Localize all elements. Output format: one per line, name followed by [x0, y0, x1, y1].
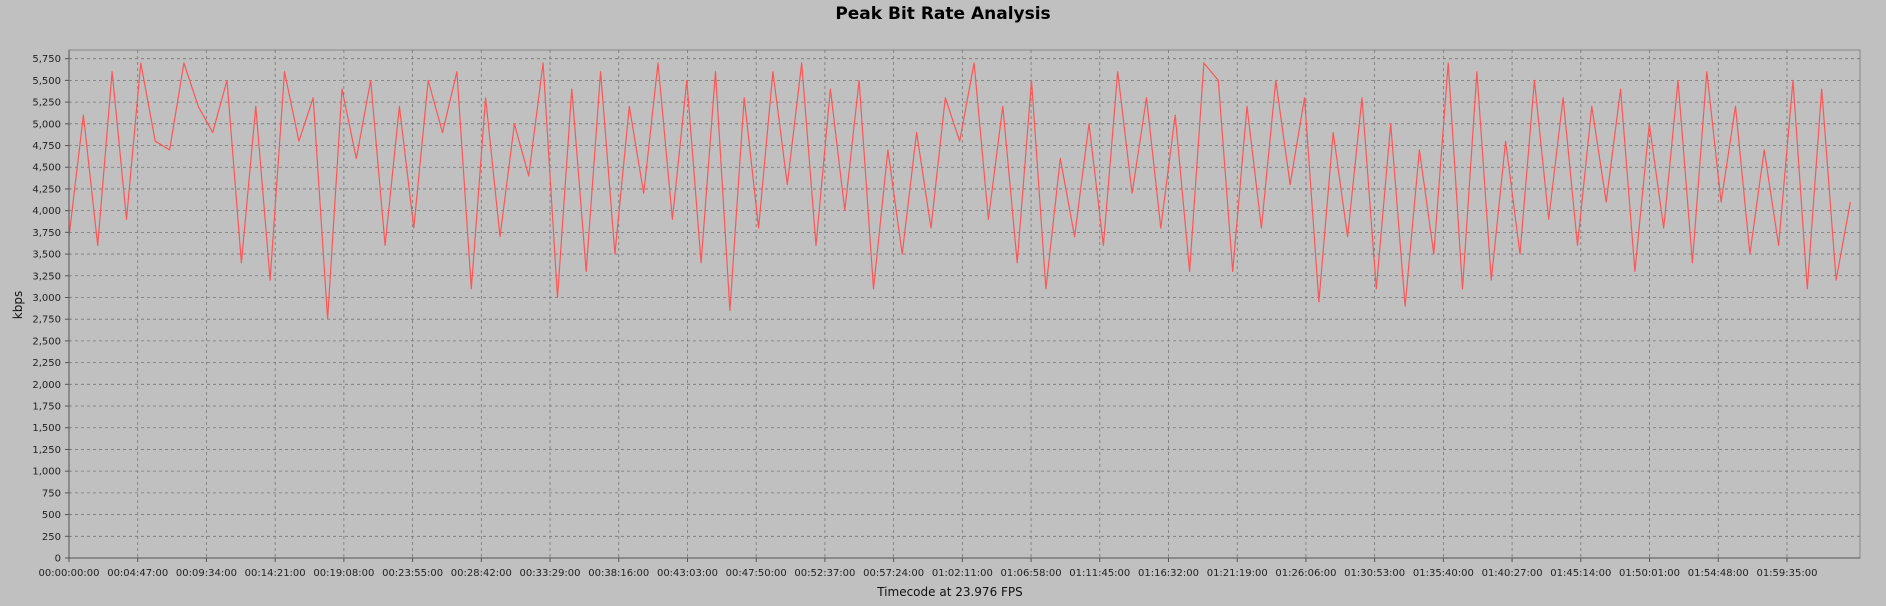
x-tick-label: 00:38:16:00: [588, 568, 649, 579]
x-tick-label: 01:06:58:00: [1001, 568, 1062, 579]
x-axis-ticks: 00:00:00:00 00:04:47:00 00:09:34:00 00:14:2…: [38, 558, 1817, 579]
y-tick-label: 5,750: [32, 54, 61, 65]
x-tick-label: 00:28:42:00: [451, 568, 512, 579]
y-tick-label: 3,000: [32, 293, 61, 304]
x-tick-label: 01:30:53:00: [1344, 568, 1405, 579]
y-tick-label: 1,000: [32, 467, 61, 478]
y-tick-label: 2,750: [32, 315, 61, 326]
plot-area: [68, 49, 1861, 559]
chart-title: Peak Bit Rate Analysis: [835, 4, 1050, 24]
y-tick-label: 2,000: [32, 380, 61, 391]
x-tick-label: 01:16:32:00: [1138, 568, 1199, 579]
y-axis-ticks: 0 250 500 750 1,000 1,250 1,500 1,750 2,000 2,250…: [32, 54, 69, 565]
y-tick-label: 2,250: [32, 358, 61, 369]
x-tick-label: 01:35:40:00: [1413, 568, 1474, 579]
y-tick-label: 4,250: [32, 184, 61, 195]
x-tick-label: 00:57:24:00: [863, 568, 924, 579]
y-tick-label: 750: [42, 488, 61, 499]
x-tick-label: 00:19:08:00: [313, 568, 374, 579]
y-tick-label: 4,750: [32, 141, 61, 152]
x-tick-label: 01:45:14:00: [1550, 568, 1611, 579]
y-tick-label: 0: [55, 554, 61, 565]
y-tick-label: 3,250: [32, 271, 61, 282]
x-tick-label: 01:59:35:00: [1756, 568, 1817, 579]
y-tick-label: 5,000: [32, 119, 61, 130]
y-tick-label: 500: [42, 510, 61, 521]
x-tick-label: 00:52:37:00: [794, 568, 855, 579]
grid-layer: [68, 50, 1860, 559]
x-tick-label: 01:02:11:00: [932, 568, 993, 579]
x-axis-label: Timecode at 23.976 FPS: [876, 585, 1023, 599]
y-tick-label: 2,500: [32, 336, 61, 347]
x-tick-label: 00:43:03:00: [657, 568, 718, 579]
y-tick-label: 4,000: [32, 206, 61, 217]
y-tick-label: 3,750: [32, 228, 61, 239]
y-axis-label: kbps: [11, 291, 25, 319]
x-tick-label: 00:33:29:00: [520, 568, 581, 579]
x-tick-label: 01:54:48:00: [1688, 568, 1749, 579]
y-tick-label: 250: [42, 532, 61, 543]
y-tick-label: 3,500: [32, 250, 61, 261]
bitrate-series-line: [68, 62, 1851, 320]
x-tick-label: 00:23:55:00: [382, 568, 443, 579]
x-tick-label: 00:14:21:00: [245, 568, 306, 579]
x-tick-label: 00:47:50:00: [726, 568, 787, 579]
y-tick-label: 1,500: [32, 423, 61, 434]
y-tick-label: 1,250: [32, 445, 61, 456]
x-tick-label: 00:09:34:00: [176, 568, 237, 579]
y-tick-label: 1,750: [32, 402, 61, 413]
x-tick-label: 01:40:27:00: [1482, 568, 1543, 579]
x-tick-label: 01:11:45:00: [1069, 568, 1130, 579]
x-tick-label: 00:04:47:00: [107, 568, 168, 579]
y-tick-label: 4,500: [32, 163, 61, 174]
x-tick-label: 01:50:01:00: [1619, 568, 1680, 579]
x-tick-label: 00:00:00:00: [38, 568, 99, 579]
x-tick-label: 01:21:19:00: [1207, 568, 1268, 579]
y-tick-label: 5,500: [32, 76, 61, 87]
series-layer: [68, 62, 1851, 320]
y-tick-label: 5,250: [32, 98, 61, 109]
x-tick-label: 01:26:06:00: [1275, 568, 1336, 579]
